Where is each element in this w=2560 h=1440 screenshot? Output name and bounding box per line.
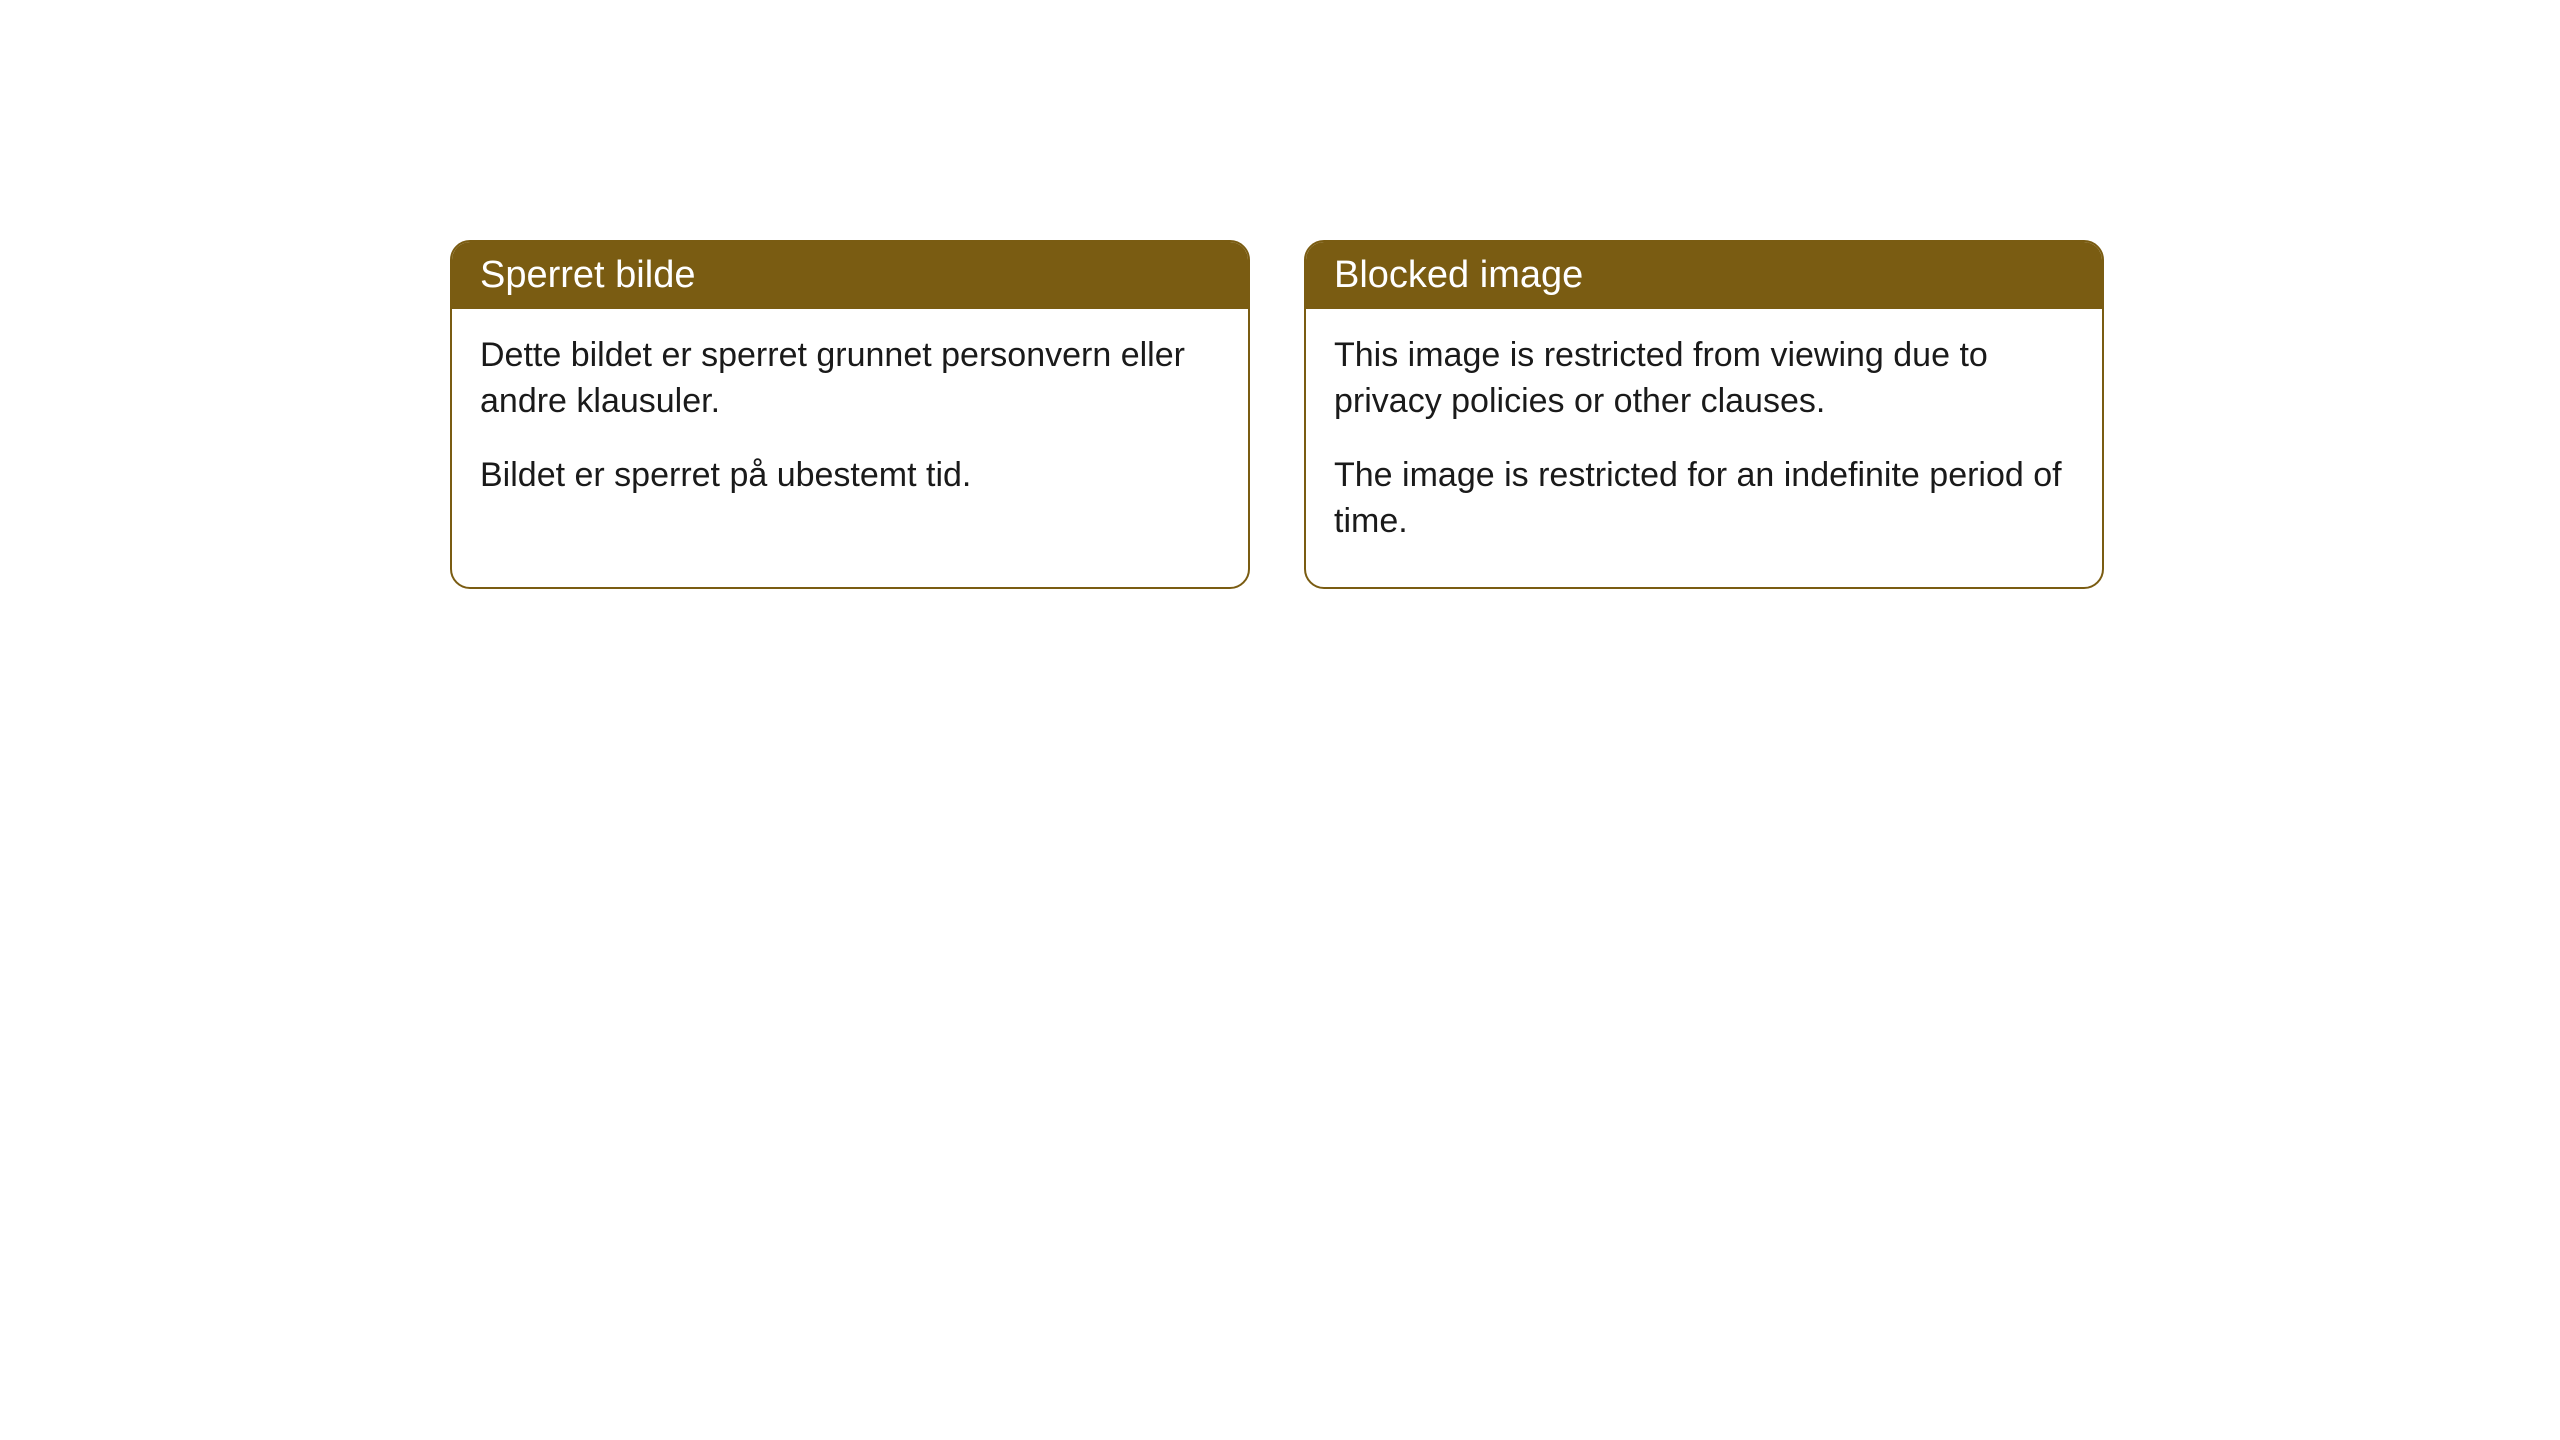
card-paragraph: The image is restricted for an indefinit… [1334, 453, 2074, 545]
card-paragraph: This image is restricted from viewing du… [1334, 333, 2074, 425]
card-header-norwegian: Sperret bilde [452, 242, 1248, 309]
card-body-english: This image is restricted from viewing du… [1306, 309, 2102, 587]
card-body-norwegian: Dette bildet er sperret grunnet personve… [452, 309, 1248, 541]
card-title: Sperret bilde [480, 254, 695, 296]
card-header-english: Blocked image [1306, 242, 2102, 309]
card-paragraph: Dette bildet er sperret grunnet personve… [480, 333, 1220, 425]
blocked-image-card-english: Blocked image This image is restricted f… [1304, 240, 2104, 589]
card-paragraph: Bildet er sperret på ubestemt tid. [480, 453, 1220, 499]
cards-container: Sperret bilde Dette bildet er sperret gr… [450, 240, 2560, 589]
blocked-image-card-norwegian: Sperret bilde Dette bildet er sperret gr… [450, 240, 1250, 589]
card-title: Blocked image [1334, 254, 1583, 296]
